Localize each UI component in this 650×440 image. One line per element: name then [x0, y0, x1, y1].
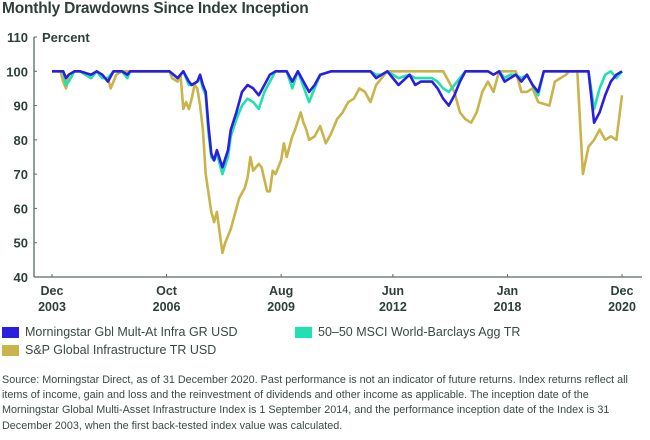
series-line-sp-global — [52, 70, 624, 255]
x-tick-label-year: 2020 — [608, 300, 636, 314]
legend-swatch-morningstar — [2, 326, 19, 338]
source-footnote: Source: Morningstar Direct, as of 31 Dec… — [2, 374, 628, 432]
x-tick-label-month: Dec — [611, 284, 634, 298]
y-axis-label: Percent — [42, 30, 90, 45]
x-tick-label-month: Jan — [497, 284, 519, 298]
x-tick-label-month: Dec — [41, 284, 64, 298]
x-tick-label-month: Oct — [156, 284, 178, 298]
x-tick-label-month: Jun — [382, 284, 404, 298]
legend-label-sp: S&P Global Infrastructure TR USD — [25, 343, 217, 357]
y-tick-label: 60 — [14, 201, 28, 216]
y-tick-label: 40 — [14, 270, 28, 285]
y-tick-label: 70 — [14, 167, 28, 182]
x-tick-label-month: Aug — [269, 284, 293, 298]
x-tick-label-year: 2009 — [267, 300, 295, 314]
legend-swatch-5050 — [295, 326, 312, 338]
legend-item-sp: S&P Global Infrastructure TR USD — [2, 343, 216, 357]
legend-swatch-sp — [2, 344, 19, 356]
legend-label-morningstar: Morningstar Gbl Mult-At Infra GR USD — [25, 325, 238, 339]
x-tick-label-year: 2012 — [379, 300, 407, 314]
series-layer — [52, 70, 624, 255]
x-tick-label-year: 2006 — [153, 300, 181, 314]
legend-item-5050: 50–50 MSCI World-Barclays Agg TR — [295, 325, 520, 339]
series-line-morningstar — [52, 70, 623, 169]
x-tick-label-year: 2003 — [38, 300, 66, 314]
x-tick-label-year: 2018 — [494, 300, 522, 314]
y-tick-label: 90 — [14, 99, 28, 114]
line-chart: 40 50 60 70 80 90 100 110 Dec 2003 Oct 2006 Aug 2009 J… — [6, 30, 642, 314]
chart-title: Monthly Drawdowns Since Index Inception — [2, 0, 309, 17]
y-tick-label: 110 — [7, 30, 28, 45]
axes: 40 50 60 70 80 90 100 110 Dec 2003 Oct 2006 Aug 2009 J… — [6, 30, 642, 314]
y-tick-label: 100 — [6, 64, 28, 79]
y-tick-label: 50 — [14, 236, 28, 251]
legend-label-5050: 50–50 MSCI World-Barclays Agg TR — [318, 325, 521, 339]
legend-item-morningstar: Morningstar Gbl Mult-At Infra GR USD — [2, 325, 238, 339]
y-tick-label: 80 — [14, 133, 28, 148]
